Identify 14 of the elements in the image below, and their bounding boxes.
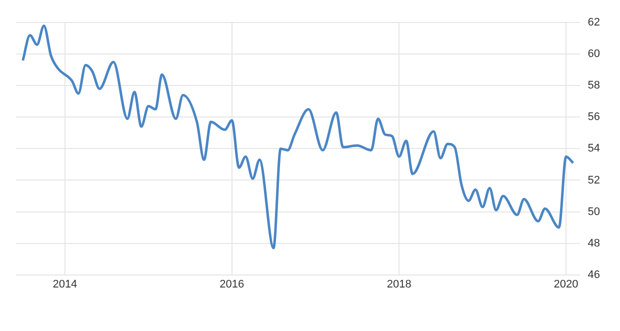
x-tick-label: 2016	[220, 278, 244, 290]
x-tick-label: 2020	[554, 278, 578, 290]
y-tick-label: 54	[588, 142, 600, 155]
y-tick-label: 50	[588, 206, 600, 218]
y-tick-label: 60	[588, 48, 600, 60]
line-series	[22, 24, 574, 250]
y-tick-label: 62	[588, 16, 600, 29]
y-tick-label: 46	[588, 268, 600, 281]
x-tick-label: 2018	[386, 278, 412, 290]
x-tick-label: 2014	[52, 278, 78, 290]
y-tick-label: 56	[588, 111, 600, 124]
y-tick-label: 48	[588, 237, 600, 250]
y-tick-label: 58	[588, 80, 600, 92]
y-tick-label: 52	[588, 174, 600, 186]
